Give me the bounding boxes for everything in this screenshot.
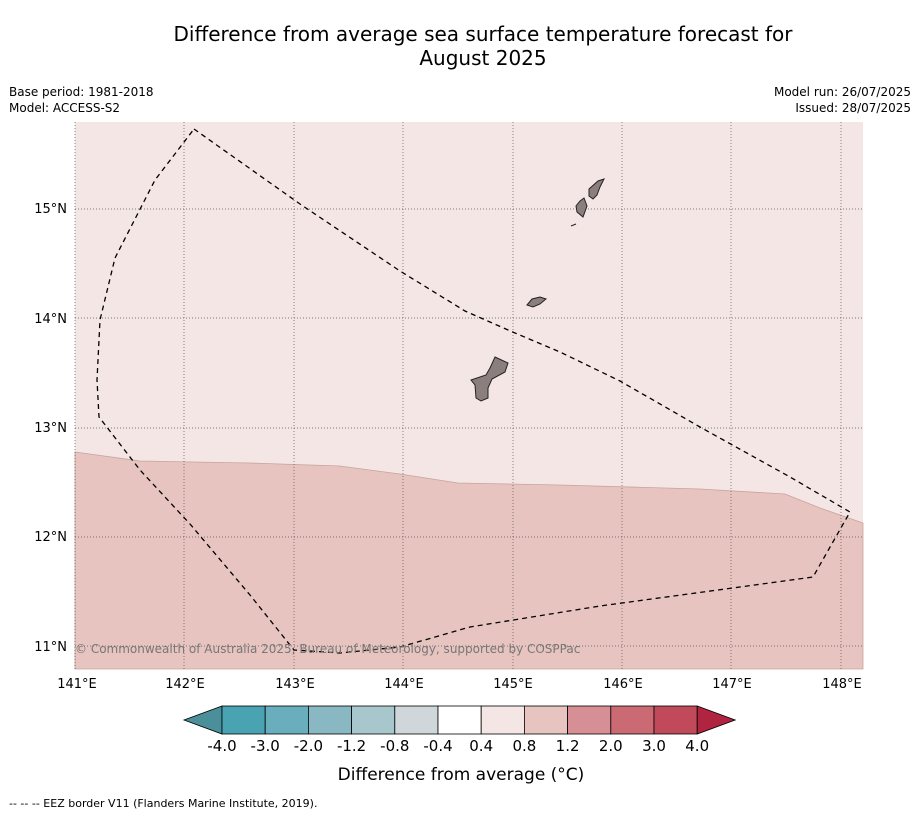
- lat-label: 13°N: [34, 421, 67, 436]
- colorbar-tick-label: -4.0: [207, 737, 236, 755]
- colorbar-tick-label: 3.0: [642, 737, 666, 755]
- model-run: Model run: 26/07/2025: [773, 85, 911, 99]
- colorbar-cell: [437, 705, 482, 735]
- lat-label: 12°N: [34, 530, 67, 545]
- colorbar-cell: [307, 705, 352, 735]
- lon-label: 144°E: [384, 677, 424, 692]
- model-name: Model: ACCESS-S2: [9, 101, 121, 115]
- colorbar-cell: [221, 705, 266, 735]
- eez-legend-note: -- -- -- EEZ border V11 (Flanders Marine…: [9, 797, 318, 810]
- sst-anomaly-region-0p8-1p2: [74, 451, 864, 670]
- aguijan-island: [570, 223, 577, 227]
- rota-island: [526, 296, 548, 308]
- lon-label: 145°E: [493, 677, 533, 692]
- colorbar-cell: [351, 705, 396, 735]
- lon-label: 142°E: [165, 677, 205, 692]
- map-title: Difference from average sea surface temp…: [140, 22, 826, 70]
- colorbar-tick-label: -1.2: [337, 737, 366, 755]
- colorbar-cell: [567, 705, 612, 735]
- lon-label: 143°E: [275, 677, 315, 692]
- title-line-2: August 2025: [419, 46, 547, 70]
- guam-island: [470, 356, 509, 402]
- colorbar-tick-label: 4.0: [685, 737, 709, 755]
- colorbar-tick-label: -3.0: [251, 737, 280, 755]
- colorbar-tick-label: -0.4: [423, 737, 452, 755]
- eez-border: [96, 128, 851, 654]
- colorbar-cell: [394, 705, 439, 735]
- colorbar-tick-label: 2.0: [599, 737, 623, 755]
- colorbar-extend-low: [182, 705, 223, 735]
- colorbar-tick-label: 0.4: [469, 737, 493, 755]
- graticule: [74, 122, 863, 669]
- colorbar-cell: [653, 705, 698, 735]
- longitude-labels: 141°E 142°E 143°E 144°E 145°E 146°E 147°…: [57, 677, 862, 692]
- colorbar-tick-labels: -4.0 -3.0 -2.0 -1.2 -0.8 -0.4 0.4 0.8 1.2 2.0 3.0 4…: [207, 737, 709, 755]
- base-info: Base period: 1981-2018 Model: ACCESS-S2: [9, 84, 154, 116]
- lat-label: 15°N: [34, 202, 67, 217]
- run-info: Model run: 26/07/2025 Issued: 28/07/2025: [774, 84, 911, 116]
- lon-label: 146°E: [603, 677, 643, 692]
- copyright-note: © Commonwealth of Australia 2025, Bureau…: [75, 642, 580, 656]
- lon-label: 148°E: [822, 677, 862, 692]
- colorbar-cell: [480, 705, 525, 735]
- lon-label: 141°E: [57, 677, 97, 692]
- colorbar-tick-label: 0.8: [512, 737, 536, 755]
- base-period: Base period: 1981-2018: [9, 85, 154, 99]
- islands: [470, 178, 605, 402]
- saipan-island: [588, 178, 605, 200]
- colorbar-extend-high: [696, 705, 737, 735]
- lon-label: 147°E: [712, 677, 752, 692]
- lat-label: 14°N: [34, 312, 67, 327]
- colorbar-tick-label: -0.8: [380, 737, 409, 755]
- colorbar-cell: [524, 705, 569, 735]
- lat-label: 11°N: [34, 640, 67, 655]
- issued-date: Issued: 28/07/2025: [795, 101, 911, 115]
- colorbar-title: Difference from average (°C): [338, 765, 585, 785]
- title-line-1: Difference from average sea surface temp…: [173, 22, 793, 46]
- colorbar-cell: [264, 705, 309, 735]
- colorbar: [182, 705, 737, 735]
- tinian-island: [575, 197, 588, 218]
- colorbar-tick-label: -2.0: [294, 737, 323, 755]
- latitude-labels: 15°N 14°N 13°N 12°N 11°N: [34, 202, 67, 655]
- colorbar-cell: [610, 705, 655, 735]
- colorbar-tick-label: 1.2: [556, 737, 580, 755]
